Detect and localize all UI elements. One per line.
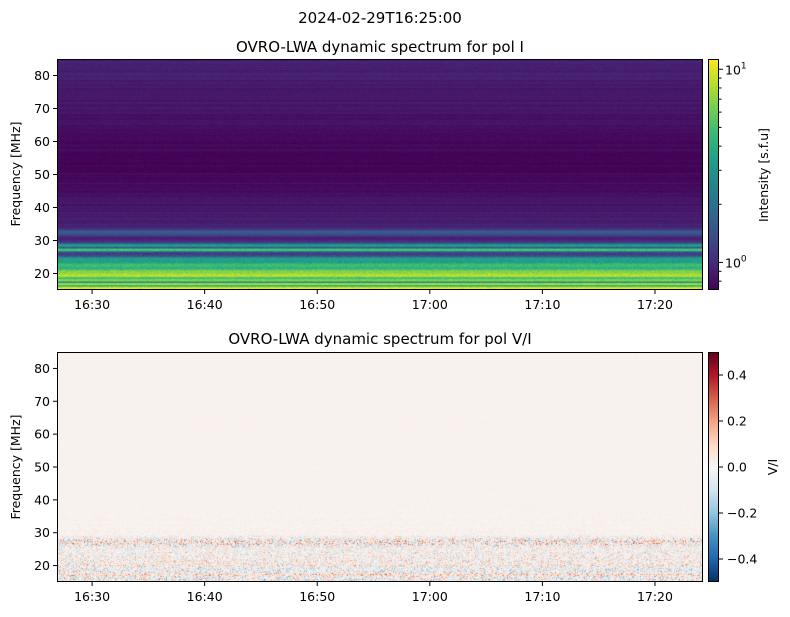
x-tick-label: 17:10	[524, 297, 560, 312]
suptitle: 2024-02-29T16:25:00	[298, 9, 462, 27]
y-tick-label: 80	[34, 361, 50, 376]
colorbar-tick-label: 0.2	[727, 414, 747, 429]
axes-frame	[57, 59, 703, 290]
x-tick-label: 17:20	[637, 297, 673, 312]
x-tick-label: 17:20	[637, 589, 673, 604]
y-tick-label: 80	[34, 68, 50, 83]
bottom-title: OVRO-LWA dynamic spectrum for pol V/I	[228, 330, 531, 348]
vi-colorbar-label: V/I	[765, 459, 780, 475]
y-tick-label: 30	[34, 233, 50, 248]
colorbar-tick-label: 0.4	[727, 368, 747, 383]
intensity-colorbar	[708, 59, 719, 290]
x-tick-label: 16:40	[187, 589, 223, 604]
colorbar-frame	[708, 352, 719, 582]
colorbar-frame	[708, 59, 719, 290]
x-tick-label: 16:50	[299, 297, 335, 312]
colorbar-tick-label: −0.2	[727, 506, 757, 521]
x-tick-label: 16:30	[74, 297, 110, 312]
y-tick-label: 60	[34, 427, 50, 442]
y-tick-label: 20	[34, 266, 50, 281]
colorbar-tick-label: −0.4	[727, 552, 757, 567]
intensity-colorbar-label: Intensity [s.f.u]	[756, 128, 771, 222]
y-tick-label: 40	[34, 492, 50, 507]
top-title: OVRO-LWA dynamic spectrum for pol I	[236, 38, 524, 56]
pol-i-spectrogram	[57, 59, 703, 290]
x-tick-label: 16:40	[187, 297, 223, 312]
y-tick-label: 50	[34, 460, 50, 475]
y-tick-label: 50	[34, 167, 50, 182]
axes-frame	[57, 352, 703, 582]
pol-vi-spectrogram	[57, 352, 703, 582]
y-tick-label: 40	[34, 200, 50, 215]
top-ylabel: Frequency [MHz]	[8, 121, 23, 226]
x-tick-label: 16:50	[299, 589, 335, 604]
colorbar-tick-label: 0.0	[727, 460, 747, 475]
colorbar-tick-label: 100	[725, 254, 747, 270]
y-tick-label: 20	[34, 558, 50, 573]
vi-colorbar	[708, 352, 719, 582]
y-tick-label: 70	[34, 394, 50, 409]
x-tick-label: 17:10	[524, 589, 560, 604]
x-tick-label: 17:00	[412, 589, 448, 604]
y-tick-label: 70	[34, 101, 50, 116]
x-tick-label: 17:00	[412, 297, 448, 312]
y-tick-label: 60	[34, 134, 50, 149]
colorbar-tick-label: 101	[725, 61, 747, 77]
bottom-ylabel: Frequency [MHz]	[8, 414, 23, 519]
y-tick-label: 30	[34, 525, 50, 540]
x-tick-label: 16:30	[74, 589, 110, 604]
